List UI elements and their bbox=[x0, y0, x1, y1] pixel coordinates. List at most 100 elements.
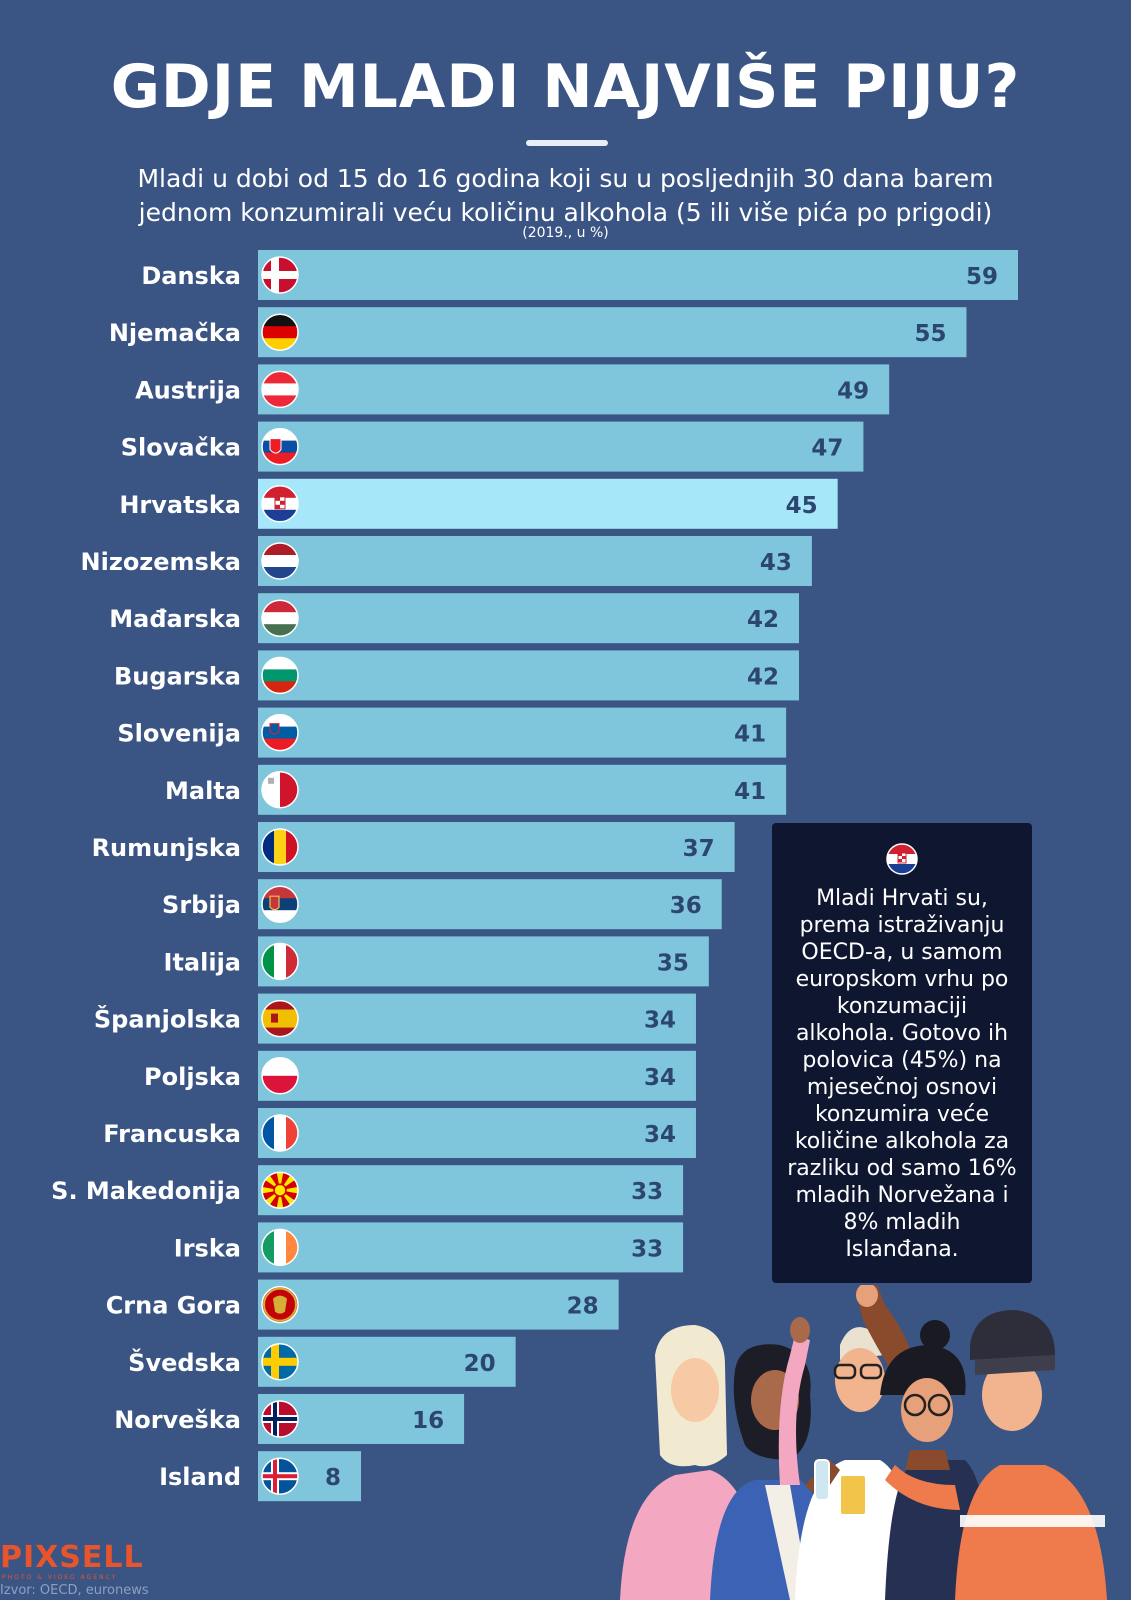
category-label: Danska bbox=[141, 262, 241, 290]
subtitle-line-1: Mladi u dobi od 15 do 16 godina koji su … bbox=[137, 164, 994, 193]
category-label: Slovačka bbox=[121, 434, 241, 462]
flag-ring bbox=[261, 542, 299, 580]
value-label: 43 bbox=[760, 550, 792, 576]
category-label: Švedska bbox=[128, 1347, 241, 1377]
value-label: 33 bbox=[631, 1236, 663, 1262]
category-label: Norveška bbox=[114, 1406, 241, 1434]
bar bbox=[258, 536, 812, 586]
flag-ring bbox=[261, 1400, 299, 1438]
malta-flag-icon bbox=[262, 771, 298, 808]
category-label: Malta bbox=[165, 777, 241, 805]
croatia-flag-icon bbox=[262, 485, 298, 522]
chart-note: (2019., u %) bbox=[522, 225, 609, 241]
iceland-flag-icon bbox=[262, 1458, 298, 1495]
category-label: Španjolska bbox=[94, 1004, 241, 1034]
flag-ring bbox=[261, 370, 299, 409]
flag-ring bbox=[261, 713, 299, 752]
flag-ring bbox=[261, 427, 299, 466]
value-label: 41 bbox=[734, 779, 766, 805]
category-label: Nizozemska bbox=[81, 548, 241, 576]
flag-ring bbox=[261, 1057, 299, 1095]
category-label: Hrvatska bbox=[119, 491, 241, 519]
category-label: Bugarska bbox=[114, 662, 241, 690]
chart-title: GDJE MLADI NAJVIŠE PIJU? bbox=[110, 52, 1021, 122]
value-label: 47 bbox=[811, 436, 843, 462]
value-label: 41 bbox=[734, 722, 766, 748]
denmark-flag-icon bbox=[262, 257, 298, 293]
subtitle-line-2: jednom konzumirali veću količinu alkohol… bbox=[138, 198, 993, 227]
source-note: Izvor: OECD, euronews bbox=[0, 1583, 149, 1598]
value-label: 34 bbox=[644, 1065, 676, 1091]
category-label: Poljska bbox=[144, 1063, 241, 1091]
value-label: 45 bbox=[786, 493, 818, 519]
bar bbox=[258, 1108, 696, 1158]
category-label: Crna Gora bbox=[106, 1292, 241, 1320]
france-flag-icon bbox=[262, 1115, 298, 1151]
value-label: 34 bbox=[644, 1008, 676, 1034]
bar-chart: Danska 59 Njemačka 55 Austrija 49 Slovačka 47 Hr… bbox=[51, 250, 1018, 1502]
flag-ring bbox=[261, 1228, 299, 1267]
people-illustration bbox=[620, 1285, 1107, 1600]
category-label: Srbija bbox=[162, 891, 241, 919]
category-label: Italija bbox=[164, 948, 241, 976]
spain-flag-icon bbox=[262, 1000, 298, 1037]
bar bbox=[258, 1222, 684, 1273]
norway-flag-icon bbox=[262, 1401, 298, 1437]
flag-ring bbox=[261, 828, 299, 866]
flag-ring bbox=[261, 885, 299, 923]
category-label: Island bbox=[159, 1463, 241, 1491]
bar bbox=[258, 593, 800, 644]
flag-ring bbox=[261, 999, 299, 1038]
sweden-flag-icon bbox=[262, 1343, 298, 1380]
value-label: 55 bbox=[914, 321, 946, 347]
bar bbox=[258, 364, 890, 415]
bar bbox=[258, 1050, 696, 1101]
value-label: 36 bbox=[670, 893, 702, 919]
bar bbox=[258, 1165, 684, 1216]
flag-ring bbox=[261, 1343, 299, 1381]
flag-ring bbox=[261, 599, 299, 637]
value-label: 37 bbox=[683, 836, 715, 862]
flag-ring bbox=[261, 485, 299, 523]
value-label: 8 bbox=[325, 1465, 341, 1491]
category-label: Francuska bbox=[103, 1120, 241, 1148]
value-label: 42 bbox=[747, 664, 779, 690]
flag-ring bbox=[261, 1114, 299, 1152]
bar bbox=[258, 307, 967, 358]
montenegro-flag-icon bbox=[262, 1286, 298, 1323]
value-label: 34 bbox=[644, 1122, 676, 1148]
value-label: 16 bbox=[412, 1408, 444, 1434]
flag-ring bbox=[261, 1457, 299, 1495]
flag-ring bbox=[261, 771, 299, 809]
category-label: Austrija bbox=[135, 376, 241, 404]
flag-ring bbox=[261, 256, 299, 294]
flag-ring bbox=[261, 1171, 299, 1209]
value-label: 49 bbox=[837, 378, 869, 404]
bar bbox=[258, 478, 838, 529]
bar bbox=[258, 421, 864, 472]
bar bbox=[258, 879, 722, 930]
flag-ring bbox=[261, 313, 299, 351]
croatia-flag-icon bbox=[886, 843, 918, 875]
chart-subtitle: Mladi u dobi od 15 do 16 godina koji su … bbox=[60, 162, 1071, 230]
flag-ring bbox=[261, 1285, 299, 1324]
value-label: 42 bbox=[747, 607, 779, 633]
value-label: 35 bbox=[657, 950, 689, 976]
bar bbox=[258, 1279, 619, 1330]
category-label: Rumunjska bbox=[92, 834, 241, 862]
value-label: 59 bbox=[966, 264, 998, 290]
category-label: Mađarska bbox=[109, 605, 241, 633]
bar bbox=[258, 936, 709, 987]
bar bbox=[258, 650, 800, 701]
category-label: Irska bbox=[174, 1234, 241, 1262]
bar bbox=[258, 822, 735, 872]
value-label: 33 bbox=[631, 1179, 663, 1205]
pixsell-logo-tagline: PHOTO & VIDEO AGENCY bbox=[2, 1574, 118, 1581]
title-divider bbox=[526, 140, 608, 146]
bar bbox=[258, 1336, 516, 1387]
bar bbox=[258, 993, 696, 1044]
callout-text: Mladi Hrvati su, prema istraživanju OECD… bbox=[787, 886, 1017, 1262]
category-label: Slovenija bbox=[117, 720, 241, 748]
bar bbox=[258, 764, 787, 815]
pixsell-logo: PIXSELL bbox=[0, 1540, 144, 1575]
